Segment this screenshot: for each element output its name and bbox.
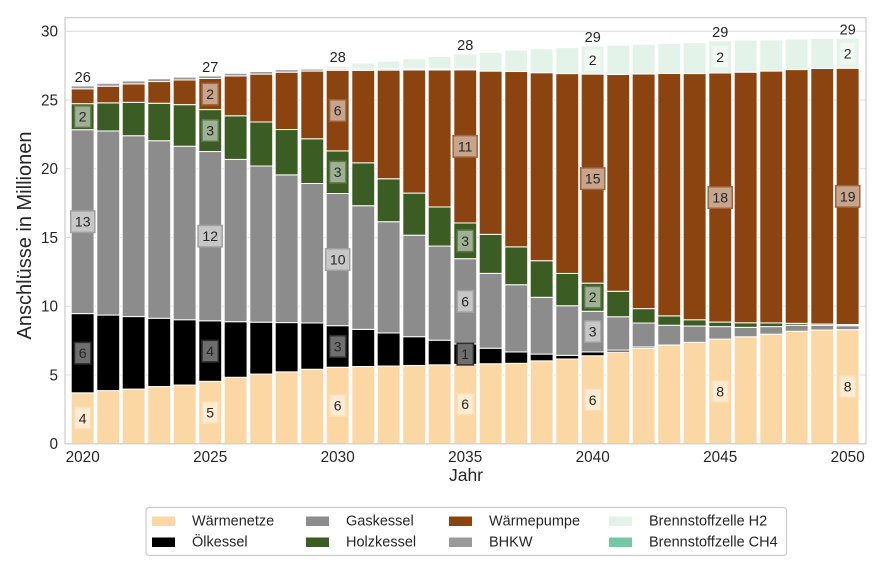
svg-text:5: 5: [49, 367, 58, 384]
svg-text:29: 29: [585, 30, 601, 46]
svg-text:10: 10: [41, 299, 58, 316]
svg-text:Brennstoffzelle CH4: Brennstoffzelle CH4: [649, 535, 778, 551]
svg-text:6: 6: [461, 293, 469, 309]
svg-text:10: 10: [330, 252, 346, 268]
svg-text:Gaskessel: Gaskessel: [346, 514, 414, 530]
svg-text:26: 26: [75, 70, 91, 86]
svg-text:8: 8: [844, 379, 852, 395]
svg-text:3: 3: [461, 233, 469, 249]
svg-text:0: 0: [49, 436, 58, 453]
svg-text:2030: 2030: [321, 449, 355, 466]
svg-text:2: 2: [206, 86, 214, 102]
svg-text:8: 8: [716, 384, 724, 400]
svg-text:20: 20: [41, 161, 58, 178]
svg-text:18: 18: [712, 190, 728, 206]
svg-text:2: 2: [716, 49, 724, 65]
svg-text:13: 13: [75, 214, 91, 230]
svg-text:2025: 2025: [193, 449, 227, 466]
svg-text:2020: 2020: [66, 449, 100, 466]
svg-text:2045: 2045: [703, 449, 737, 466]
svg-text:2050: 2050: [831, 449, 865, 466]
svg-text:Ölkessel: Ölkessel: [192, 533, 248, 551]
svg-text:6: 6: [334, 103, 342, 119]
svg-text:2: 2: [79, 109, 87, 125]
svg-text:6: 6: [334, 398, 342, 414]
svg-text:4: 4: [79, 410, 87, 426]
svg-text:29: 29: [712, 25, 728, 41]
svg-text:Brennstoffzelle H2: Brennstoffzelle H2: [649, 514, 767, 530]
svg-text:2: 2: [844, 45, 852, 61]
svg-text:29: 29: [840, 22, 856, 38]
svg-text:Anschlüsse in Millionen: Anschlüsse in Millionen: [14, 132, 36, 340]
svg-text:4: 4: [206, 343, 214, 359]
svg-text:Wärmepumpe: Wärmepumpe: [489, 514, 580, 530]
svg-text:BHKW: BHKW: [489, 535, 533, 551]
svg-text:2: 2: [589, 289, 597, 305]
svg-text:27: 27: [202, 60, 218, 76]
svg-text:2040: 2040: [576, 449, 610, 466]
svg-text:19: 19: [840, 188, 856, 204]
svg-text:25: 25: [41, 92, 58, 109]
svg-text:6: 6: [79, 345, 87, 361]
svg-text:28: 28: [330, 50, 346, 66]
svg-text:Wärmenetze: Wärmenetze: [192, 514, 274, 530]
svg-text:Jahr: Jahr: [449, 465, 483, 485]
svg-text:28: 28: [457, 38, 473, 54]
svg-text:2035: 2035: [448, 449, 482, 466]
svg-text:30: 30: [41, 24, 58, 41]
svg-text:6: 6: [589, 392, 597, 408]
svg-text:3: 3: [589, 324, 597, 340]
svg-text:3: 3: [334, 338, 342, 354]
svg-text:2: 2: [589, 52, 597, 68]
svg-text:3: 3: [334, 164, 342, 180]
svg-text:3: 3: [206, 123, 214, 139]
svg-text:11: 11: [458, 138, 473, 154]
svg-text:15: 15: [585, 171, 601, 187]
svg-text:12: 12: [202, 228, 218, 244]
svg-text:5: 5: [206, 405, 214, 421]
svg-text:Holzkessel: Holzkessel: [346, 535, 416, 551]
svg-text:6: 6: [461, 396, 469, 412]
svg-text:1: 1: [461, 346, 469, 362]
svg-text:15: 15: [41, 230, 58, 247]
